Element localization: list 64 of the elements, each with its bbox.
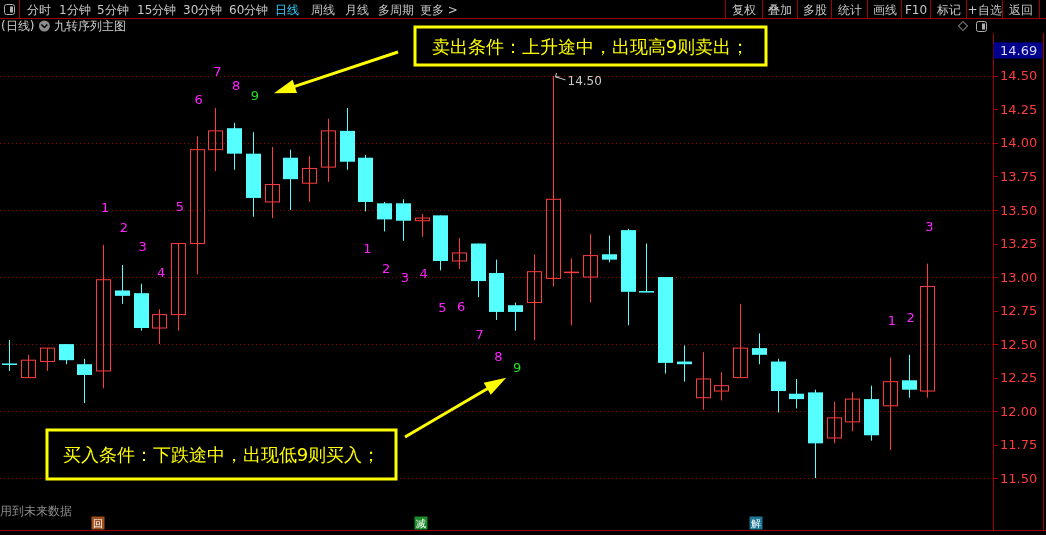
text: 多周期 — [378, 2, 414, 17]
text: 8 — [494, 349, 503, 365]
y-tick-label: 11.75 — [1000, 437, 1038, 453]
text: 2 — [119, 220, 128, 236]
y-tick-label: 12.00 — [1000, 403, 1038, 419]
y-tick-label: 12.50 — [1000, 336, 1038, 352]
text: 多股 — [802, 2, 827, 17]
text: 1 — [887, 313, 897, 329]
text: 2 — [906, 310, 915, 326]
text: 更多 > — [420, 2, 458, 17]
text: 日线 — [275, 2, 299, 17]
text: 4 — [157, 264, 166, 280]
y-tick-label: 11.50 — [1000, 470, 1038, 486]
y-tick-label: 13.25 — [1000, 236, 1038, 252]
annotation: 减 — [416, 517, 426, 529]
text: 叠加 — [768, 2, 792, 17]
text: 3 — [138, 239, 147, 255]
text: 画线 — [872, 2, 897, 17]
text: 2 — [381, 260, 391, 276]
text: F10 — [904, 2, 928, 17]
text: 60分钟 — [229, 2, 269, 17]
text: 分时 — [27, 2, 51, 17]
text: 8 — [232, 78, 241, 94]
y-tick-label: 13.50 — [1000, 202, 1038, 218]
text: 返回 — [1009, 2, 1033, 17]
chart-subtitle: 九转序列主图 — [54, 19, 127, 33]
text: 统计 — [837, 2, 862, 17]
text: 15分钟 — [137, 2, 177, 17]
text: 9 — [250, 87, 260, 103]
text: 1 — [363, 240, 372, 256]
text: 6 — [456, 298, 466, 314]
y-tick-label: 12.75 — [1000, 303, 1038, 319]
text: 标记 — [935, 2, 961, 17]
annotation: 用到未来数据 — [0, 504, 72, 518]
y-tick-label: 12.25 — [1000, 370, 1038, 386]
annotation: 14.50 — [567, 73, 602, 88]
y-tick-label: 13.75 — [1000, 168, 1038, 184]
text: 7 — [213, 63, 222, 79]
chart-title: (日线) — [1, 19, 35, 33]
text: 3 — [925, 219, 934, 235]
text: 5 — [175, 199, 185, 215]
text: 5 — [438, 299, 447, 315]
text: 3 — [400, 270, 409, 286]
text: 6 — [194, 91, 203, 107]
annotation: 买入条件：下跌途中，出现低9则买入； — [62, 444, 381, 465]
text: 30分钟 — [183, 2, 223, 17]
text: 4 — [419, 266, 428, 282]
text: 5分钟 — [97, 2, 129, 17]
annotation: 解 — [751, 517, 761, 529]
text: 月线 — [345, 2, 369, 17]
text: +自选 — [967, 2, 1002, 17]
text: 1分钟 — [59, 2, 91, 17]
annotation: 回 — [93, 517, 103, 529]
y-tick-label: 14.50 — [1000, 68, 1038, 84]
annotation: 卖出条件：上升途中，出现高9则卖出； — [431, 35, 750, 57]
y-tick-label: 13.00 — [1000, 269, 1038, 285]
text: 1 — [100, 200, 110, 216]
text: 7 — [475, 326, 484, 342]
y-tick-label: 14.25 — [1000, 101, 1038, 117]
text: 9 — [513, 360, 522, 376]
y-tick-label: 14.00 — [1000, 135, 1038, 151]
text: 复权 — [732, 2, 756, 17]
y-tick-label: 14.69 — [1000, 42, 1038, 58]
text: 周线 — [311, 2, 335, 17]
